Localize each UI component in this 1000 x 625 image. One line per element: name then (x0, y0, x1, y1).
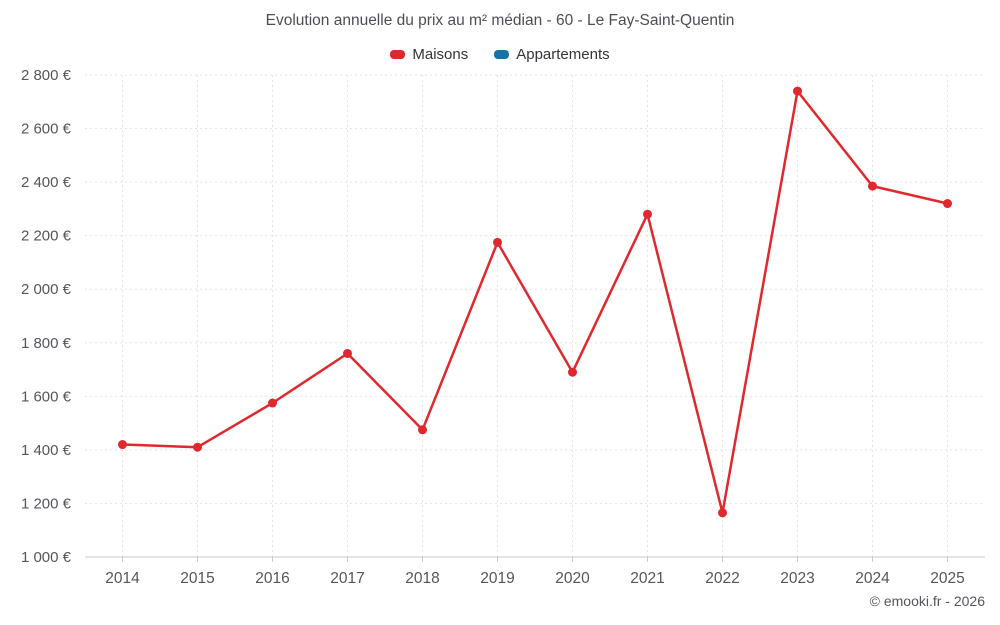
legend-item-maisons[interactable]: Maisons (390, 46, 468, 63)
x-tick-label: 2022 (705, 570, 739, 587)
y-tick-label: 1 800 € (21, 335, 72, 352)
y-tick-label: 1 000 € (21, 549, 72, 566)
x-tick-label: 2014 (105, 570, 140, 587)
data-point-maisons-2024[interactable] (868, 181, 877, 191)
data-point-maisons-2025[interactable] (943, 199, 952, 209)
y-tick-label: 2 600 € (21, 121, 72, 138)
chart-title: Evolution annuelle du prix au m² médian … (265, 12, 735, 29)
copyright: © emooki.fr - 2026 (869, 593, 985, 609)
x-tick-label: 2017 (330, 570, 364, 587)
y-tick-label: 1 200 € (21, 495, 72, 512)
x-tick-label: 2019 (480, 570, 514, 587)
x-tick-label: 2015 (180, 570, 214, 587)
x-tick-label: 2024 (855, 570, 890, 587)
data-point-maisons-2014[interactable] (118, 440, 127, 450)
data-point-maisons-2017[interactable] (343, 348, 352, 358)
x-tick-label: 2018 (405, 570, 439, 587)
y-tick-label: 2 800 € (21, 67, 72, 84)
x-tick-label: 2021 (630, 570, 664, 587)
y-tick-label: 2 000 € (21, 281, 72, 298)
maisons-swatch-icon (390, 50, 406, 59)
y-tick-label: 1 400 € (21, 442, 72, 459)
y-tick-label: 1 600 € (21, 388, 72, 405)
data-point-maisons-2015[interactable] (193, 442, 202, 452)
data-point-maisons-2019[interactable] (493, 237, 502, 247)
legend: Maisons Appartements (0, 46, 1000, 63)
x-tick-label: 2023 (780, 570, 814, 587)
y-tick-label: 2 400 € (21, 174, 72, 191)
x-tick-label: 2020 (555, 570, 590, 587)
data-point-maisons-2016[interactable] (268, 398, 277, 408)
data-point-maisons-2023[interactable] (793, 86, 802, 96)
data-point-maisons-2020[interactable] (568, 367, 577, 377)
maisons-line (121, 89, 949, 515)
data-point-maisons-2022[interactable] (718, 508, 727, 518)
y-tick-label: 2 200 € (21, 228, 72, 245)
data-point-maisons-2018[interactable] (418, 425, 427, 435)
appartements-swatch-icon (494, 50, 510, 59)
legend-label-maisons: Maisons (412, 46, 469, 63)
legend-label-appartements: Appartements (516, 46, 610, 63)
x-tick-label: 2025 (930, 570, 964, 587)
legend-item-appartements[interactable]: Appartements (494, 46, 610, 63)
x-tick-label: 2016 (255, 570, 289, 587)
data-point-maisons-2021[interactable] (643, 209, 652, 219)
